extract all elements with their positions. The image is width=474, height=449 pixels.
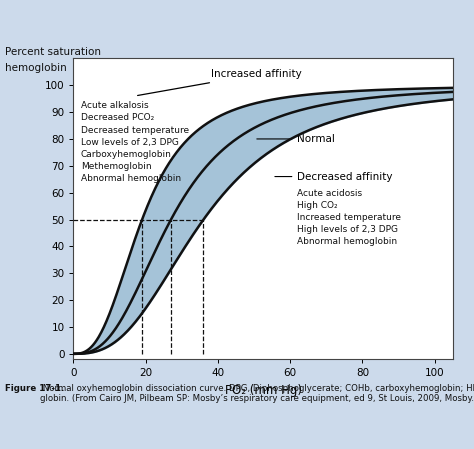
Text: Normal: Normal [257,134,335,144]
Text: Decreased affinity: Decreased affinity [275,172,393,181]
Text: Acute acidosis
High CO₂
Increased temperature
High levels of 2,3 DPG
Abnormal he: Acute acidosis High CO₂ Increased temper… [297,189,401,246]
Text: Acute alkalosis
Decreased PCO₂
Decreased temperature
Low levels of 2,3 DPG
Carbo: Acute alkalosis Decreased PCO₂ Decreased… [81,101,189,183]
Text: Increased affinity: Increased affinity [137,70,301,96]
Text: Normal oxyhemoglobin dissociation curve. DPG, Diphosphoglycerate; COHb, carboxyh: Normal oxyhemoglobin dissociation curve.… [40,384,474,403]
Text: hemoglobin: hemoglobin [5,63,66,73]
Text: Percent saturation: Percent saturation [5,47,101,57]
X-axis label: PO₂ (mm Hg): PO₂ (mm Hg) [225,384,301,397]
Text: Figure 17-1.: Figure 17-1. [5,384,64,393]
